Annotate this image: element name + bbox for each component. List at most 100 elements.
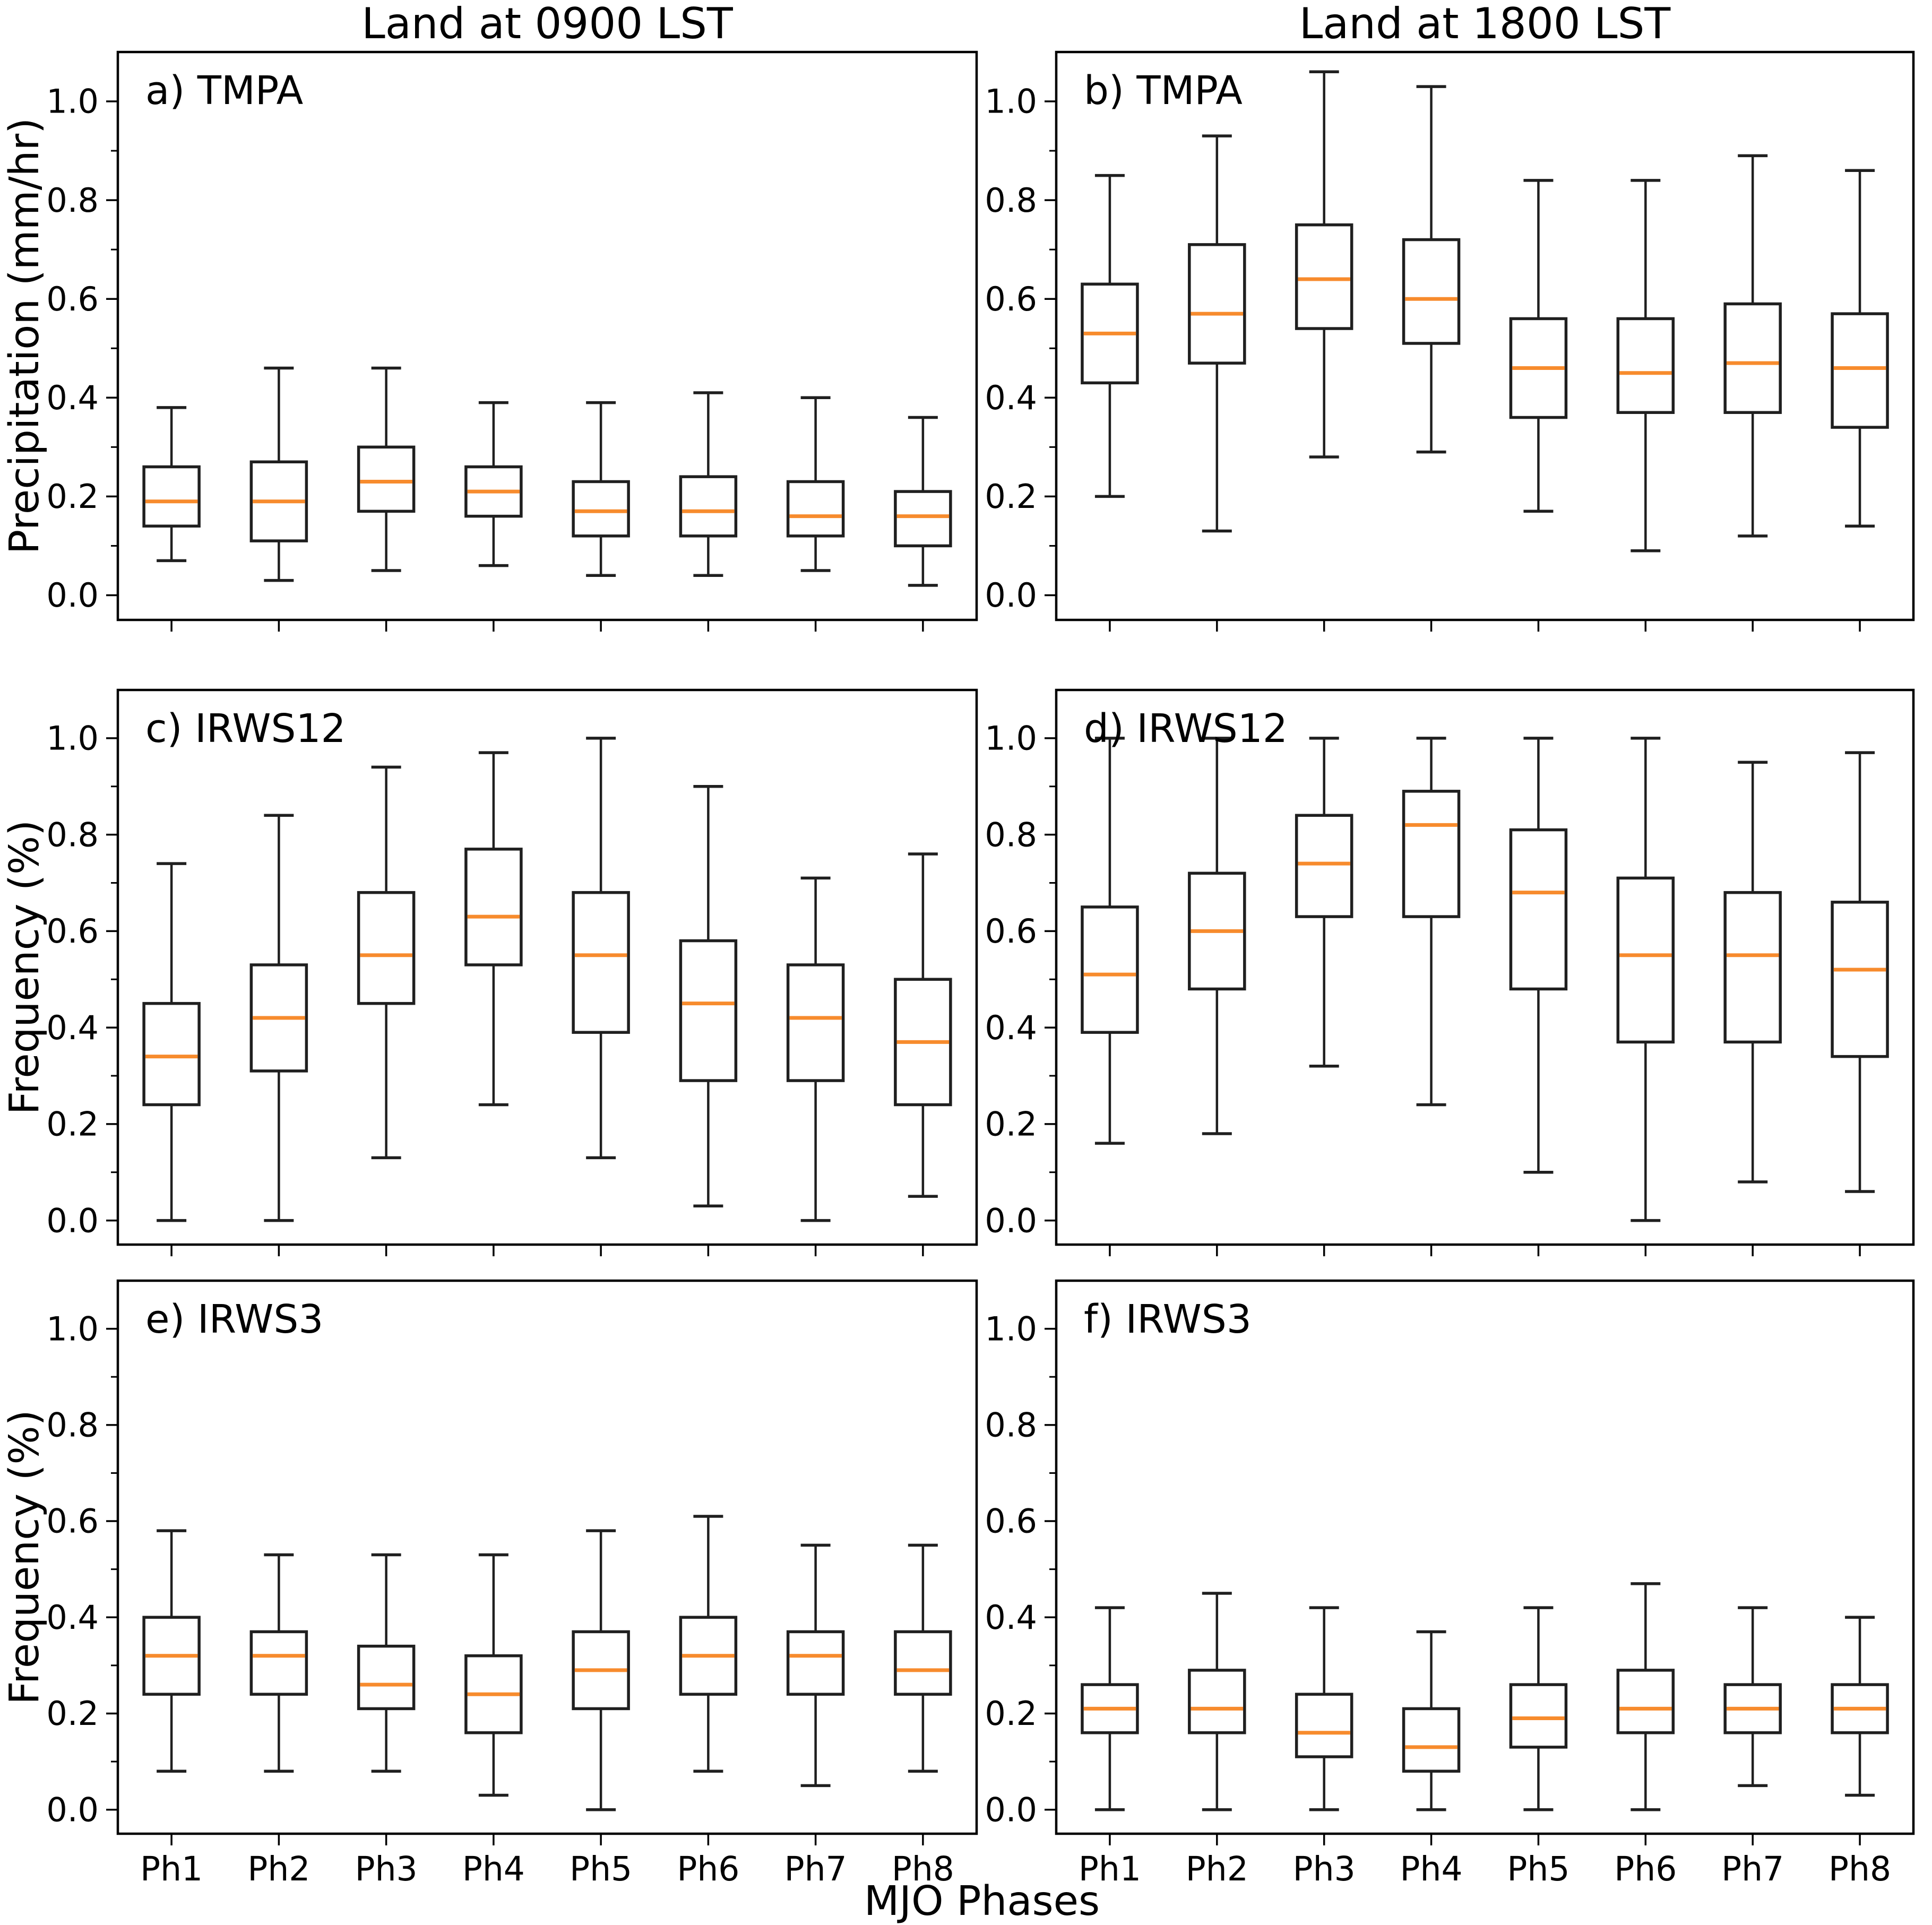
iqr-box bbox=[1616, 1669, 1675, 1734]
panel-label: a) TMPA bbox=[145, 68, 304, 114]
panel-label: b) TMPA bbox=[1084, 68, 1243, 114]
iqr-box bbox=[464, 465, 523, 518]
y-tick-label: 1.0 bbox=[985, 1309, 1037, 1348]
box-ph8 bbox=[894, 416, 952, 587]
y-axis-label: Frequency (%) bbox=[1, 820, 48, 1115]
y-tick-label: 0.0 bbox=[985, 1790, 1037, 1829]
y-tick-label: 0.8 bbox=[46, 181, 99, 220]
y-tick-label: 1.0 bbox=[46, 82, 99, 121]
iqr-box bbox=[1831, 1683, 1889, 1734]
box-ph8 bbox=[894, 1543, 952, 1773]
iqr-box bbox=[249, 1630, 308, 1696]
box-ph8 bbox=[1831, 751, 1889, 1193]
iqr-box bbox=[249, 963, 308, 1073]
y-tick-label: 0.2 bbox=[46, 477, 99, 516]
y-axis-label: Frequency (%) bbox=[1, 1410, 48, 1705]
y-tick-label: 0.2 bbox=[985, 477, 1037, 516]
box-ph6 bbox=[1616, 1582, 1675, 1811]
panel-frame bbox=[116, 50, 978, 621]
box-ph7 bbox=[1723, 154, 1782, 538]
x-tick-label: Ph8 bbox=[892, 1850, 954, 1888]
y-tick-label: 0.0 bbox=[985, 576, 1037, 615]
iqr-box bbox=[1616, 317, 1675, 414]
box-ph2 bbox=[1188, 134, 1246, 533]
box-ph3 bbox=[357, 765, 416, 1160]
y-tick-label: 0.6 bbox=[46, 912, 99, 951]
box-ph2 bbox=[249, 366, 308, 582]
iqr-box bbox=[1402, 790, 1461, 918]
x-tick-label: Ph3 bbox=[355, 1850, 418, 1888]
iqr-box bbox=[1616, 876, 1675, 1044]
x-tick-label: Ph2 bbox=[247, 1850, 310, 1888]
box-ph6 bbox=[679, 784, 738, 1208]
box-ph6 bbox=[1616, 737, 1675, 1222]
x-tick-label: Ph2 bbox=[1186, 1850, 1248, 1888]
iqr-box bbox=[894, 1630, 952, 1696]
y-tick-label: 0.0 bbox=[985, 1201, 1037, 1240]
column-title: Land at 1800 LST bbox=[1299, 0, 1671, 48]
y-tick-label: 0.4 bbox=[46, 1598, 99, 1637]
y-tick-label: 0.8 bbox=[985, 815, 1037, 854]
box-ph3 bbox=[1295, 1606, 1353, 1811]
y-tick-label: 0.8 bbox=[985, 1406, 1037, 1445]
iqr-box bbox=[679, 939, 738, 1082]
box-ph1 bbox=[142, 406, 201, 563]
iqr-box bbox=[1509, 1683, 1568, 1749]
x-tick-label: Ph1 bbox=[140, 1850, 203, 1888]
y-tick-label: 1.0 bbox=[46, 719, 99, 758]
box-ph8 bbox=[1831, 1616, 1889, 1797]
box-ph5 bbox=[572, 737, 630, 1160]
x-tick-label: Ph4 bbox=[462, 1850, 525, 1888]
iqr-box bbox=[1723, 1683, 1782, 1734]
y-tick-label: 0.4 bbox=[46, 378, 99, 417]
iqr-box bbox=[357, 891, 416, 1005]
box-ph7 bbox=[786, 1543, 845, 1788]
iqr-box bbox=[1831, 312, 1889, 429]
box-ph4 bbox=[1402, 85, 1461, 454]
box-ph1 bbox=[1081, 737, 1139, 1145]
iqr-box bbox=[1188, 1669, 1246, 1734]
iqr-box bbox=[786, 1630, 845, 1696]
iqr-box bbox=[1081, 1683, 1139, 1734]
box-ph8 bbox=[1831, 169, 1889, 528]
iqr-box bbox=[1295, 1693, 1353, 1758]
y-tick-label: 0.8 bbox=[46, 1406, 99, 1445]
panel-label: c) IRWS12 bbox=[145, 706, 346, 752]
panel-a: 0.0 0.2 0.4 0.6 0.8 1.0 a) TMPA Precipitation (… bbox=[1, 50, 978, 632]
y-axis-label: Precipitation (mm/hr) bbox=[1, 118, 48, 554]
panel-frame bbox=[1055, 50, 1915, 621]
box-ph5 bbox=[572, 401, 630, 577]
box-ph7 bbox=[1723, 761, 1782, 1184]
box-ph4 bbox=[1402, 737, 1461, 1107]
y-tick-label: 0.2 bbox=[46, 1694, 99, 1733]
x-tick-label: Ph5 bbox=[570, 1850, 632, 1888]
y-tick-label: 0.2 bbox=[46, 1105, 99, 1144]
iqr-box bbox=[1723, 891, 1782, 1044]
iqr-box bbox=[1295, 223, 1353, 330]
iqr-box bbox=[1509, 828, 1568, 991]
y-tick-label: 1.0 bbox=[985, 82, 1037, 121]
iqr-box bbox=[1509, 317, 1568, 419]
x-tick-label: Ph8 bbox=[1828, 1850, 1891, 1888]
box-ph6 bbox=[679, 391, 738, 577]
y-tick-label: 0.0 bbox=[46, 1790, 99, 1829]
box-ph8 bbox=[894, 852, 952, 1198]
box-ph3 bbox=[357, 366, 416, 572]
iqr-box bbox=[572, 891, 630, 1034]
iqr-box bbox=[357, 1644, 416, 1711]
panel-c: 0.0 0.2 0.4 0.6 0.8 1.0 c) IRWS12 Frequency (%) bbox=[1, 688, 978, 1256]
iqr-box bbox=[464, 848, 523, 966]
y-tick-label: 0.4 bbox=[985, 378, 1037, 417]
box-ph4 bbox=[1402, 1630, 1461, 1811]
box-ph5 bbox=[1509, 737, 1568, 1174]
box-ph7 bbox=[786, 396, 845, 572]
y-tick-label: 1.0 bbox=[46, 1309, 99, 1348]
y-tick-label: 0.4 bbox=[985, 1008, 1037, 1047]
box-ph1 bbox=[1081, 1606, 1139, 1811]
x-tick-label: Ph7 bbox=[1721, 1850, 1784, 1888]
iqr-box bbox=[1188, 871, 1246, 991]
y-tick-label: 0.6 bbox=[985, 280, 1037, 318]
column-title: Land at 0900 LST bbox=[361, 0, 734, 48]
